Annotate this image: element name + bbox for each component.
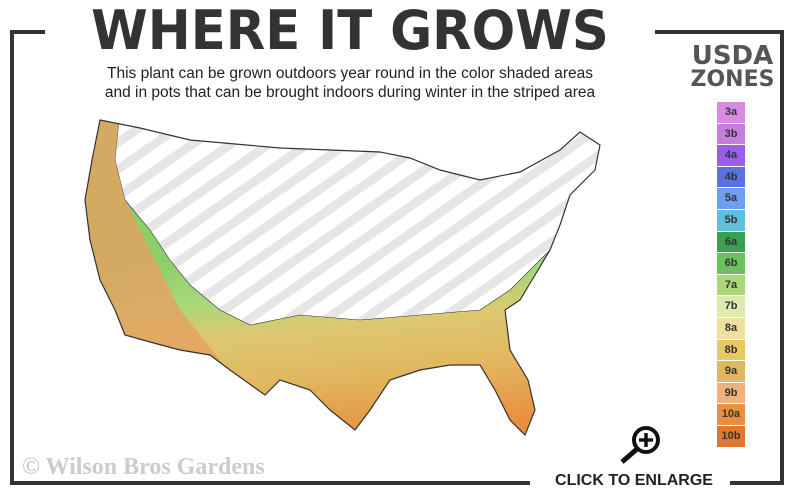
legend-zone-8b: 8b bbox=[717, 339, 745, 362]
subtitle-line: and in pots that can be brought indoors … bbox=[104, 84, 596, 101]
us-zone-map[interactable] bbox=[80, 110, 620, 455]
subtitle-line: This plant can be grown outdoors year ro… bbox=[107, 65, 593, 82]
legend-zone-7b: 7b bbox=[717, 296, 745, 318]
page-title: WHERE IT GROWS bbox=[91, 0, 609, 62]
legend-zone-3b: 3b bbox=[717, 123, 745, 146]
legend-zone-9a: 9a bbox=[717, 361, 745, 383]
legend-title-line1: USDA bbox=[691, 41, 774, 71]
legend-zone-9b: 9b bbox=[717, 382, 745, 405]
legend-zone-8a: 8a bbox=[717, 317, 745, 340]
us-outline bbox=[84, 119, 601, 437]
subtitle: This plant can be grown outdoors year ro… bbox=[40, 64, 660, 102]
coastal-zone bbox=[85, 120, 220, 360]
legend-title: USDA ZONES bbox=[680, 41, 785, 92]
legend-zone-10b: 10b bbox=[717, 425, 745, 448]
legend-zone-3a: 3a bbox=[717, 102, 745, 124]
zone-legend: 3a 3b 4a 4b 5a 5b 6a 6b 7a 7b 8a 8b 9a 9b 10a 10b bbox=[717, 102, 745, 448]
legend-zone-10a: 10a bbox=[717, 404, 745, 426]
legend-zone-4a: 4a bbox=[717, 145, 745, 167]
click-to-enlarge-button[interactable]: CLICK TO ENLARGE bbox=[555, 472, 713, 489]
legend-zone-5b: 5b bbox=[717, 209, 745, 232]
legend-zone-5a: 5a bbox=[717, 188, 745, 210]
legend-zone-6a: 6a bbox=[717, 231, 745, 254]
watermark: © Wilson Bros Gardens bbox=[22, 454, 265, 480]
legend-zone-6b: 6b bbox=[717, 253, 745, 275]
legend-zone-7a: 7a bbox=[717, 274, 745, 297]
legend-title-line2: ZONES bbox=[690, 67, 775, 92]
title-mask bbox=[45, 20, 655, 40]
magnifier-plus-icon[interactable] bbox=[616, 424, 664, 464]
legend-zone-4b: 4b bbox=[717, 166, 745, 189]
bottom-mask bbox=[530, 478, 730, 490]
